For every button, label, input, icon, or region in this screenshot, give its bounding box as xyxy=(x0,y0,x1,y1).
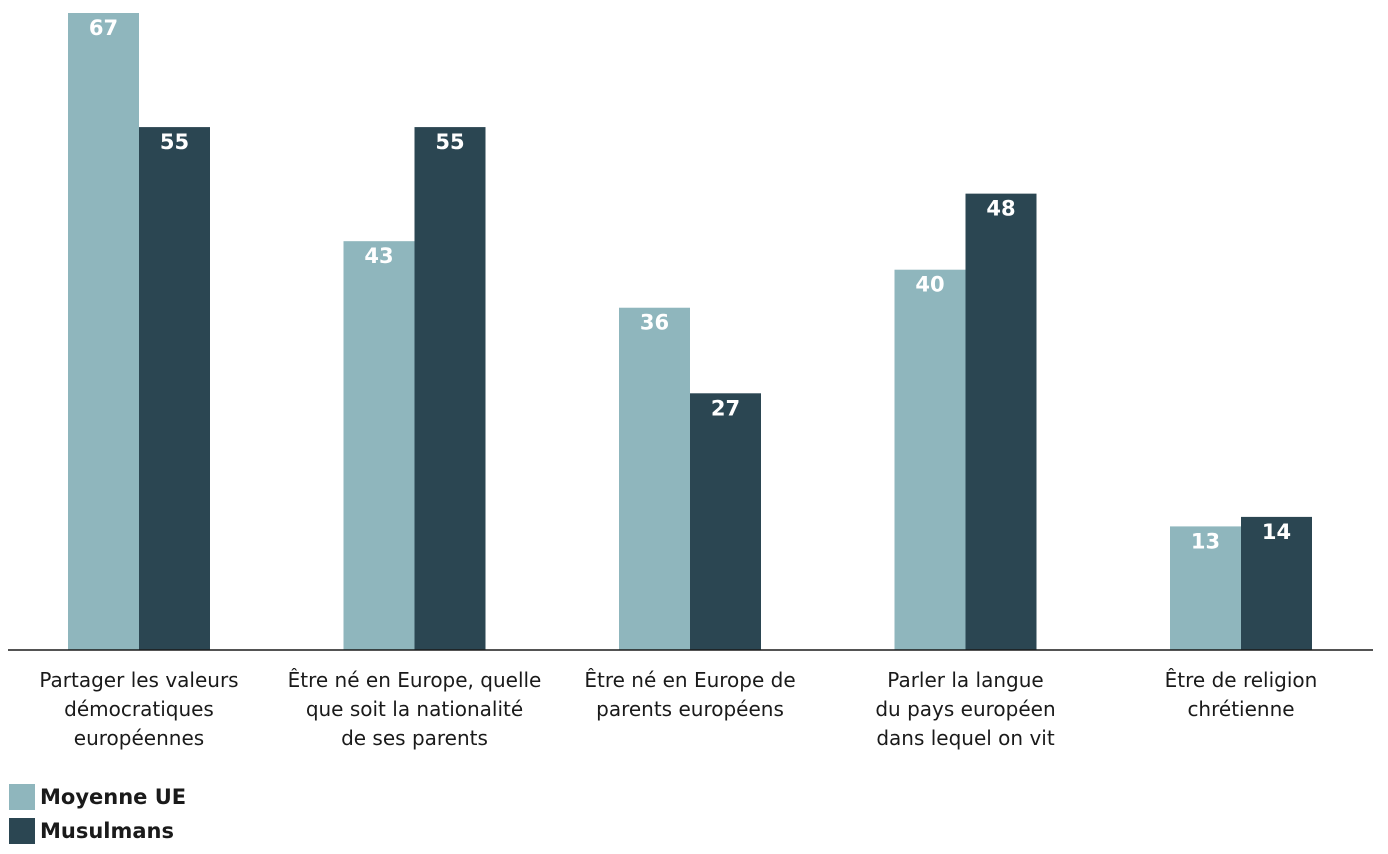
category-label-3: Parler la langue du pays européen dans leq… xyxy=(875,668,1055,750)
category-label-3-line-0: Parler la langue xyxy=(887,668,1043,692)
category-label-0-line-1: démocratiques xyxy=(64,697,214,721)
bar-musulmans-0 xyxy=(139,127,210,651)
legend-swatch-musulmans xyxy=(9,818,35,844)
category-label-2-line-1: parents européens xyxy=(596,697,784,721)
category-label-0-line-2: européennes xyxy=(74,726,204,750)
value-label-moyenne-ue-0: 67 xyxy=(89,16,118,40)
legend-label-moyenne-ue: Moyenne UE xyxy=(40,785,187,809)
value-label-musulmans-2: 27 xyxy=(711,396,740,420)
category-label-1-line-1: que soit la nationalité xyxy=(306,697,523,721)
category-label-1: Être né en Europe, quelle que soit la nat… xyxy=(288,668,542,750)
category-label-4-line-1: chrétienne xyxy=(1187,697,1294,721)
category-label-3-line-1: du pays européen xyxy=(875,697,1055,721)
category-label-1-line-2: de ses parents xyxy=(341,726,488,750)
value-label-musulmans-3: 48 xyxy=(986,197,1015,221)
category-label-3-line-2: dans lequel on vit xyxy=(876,726,1055,750)
legend-item-moyenne-ue: Moyenne UE xyxy=(9,784,186,810)
category-label-4: Être de religion chrétienne xyxy=(1165,668,1318,721)
bar-moyenne-ue-4 xyxy=(1170,526,1241,650)
legend: Moyenne UE Musulmans xyxy=(9,784,186,852)
bar-moyenne-ue-1 xyxy=(343,241,415,650)
category-label-0-line-0: Partager les valeurs xyxy=(39,668,238,692)
value-label-musulmans-0: 55 xyxy=(160,130,189,154)
bar-moyenne-ue-2 xyxy=(619,307,690,650)
category-label-0: Partager les valeurs démocratiques europée… xyxy=(39,668,238,750)
legend-item-musulmans: Musulmans xyxy=(9,818,186,844)
bar-moyenne-ue-0 xyxy=(68,13,139,650)
bar-musulmans-4 xyxy=(1241,516,1312,650)
value-label-moyenne-ue-4: 13 xyxy=(1191,529,1220,553)
bars-layer: 67 55 43 55 36 27 40 48 13 14 xyxy=(68,13,1312,651)
category-label-2-line-0: Être né en Europe de xyxy=(584,668,795,692)
legend-swatch-moyenne-ue xyxy=(9,784,35,810)
value-label-moyenne-ue-3: 40 xyxy=(915,273,944,297)
bar-musulmans-1 xyxy=(414,127,486,651)
bar-moyenne-ue-3 xyxy=(894,269,966,650)
bar-musulmans-2 xyxy=(690,393,761,650)
value-label-musulmans-4: 14 xyxy=(1262,520,1291,544)
value-label-musulmans-1: 55 xyxy=(435,130,464,154)
value-label-moyenne-ue-2: 36 xyxy=(640,311,669,335)
category-labels-layer: Partager les valeurs démocratiques europée… xyxy=(39,668,1317,750)
legend-label-musulmans: Musulmans xyxy=(40,819,174,843)
category-label-4-line-0: Être de religion xyxy=(1165,668,1318,692)
bar-musulmans-3 xyxy=(965,193,1037,650)
value-label-moyenne-ue-1: 43 xyxy=(364,244,393,268)
category-label-1-line-0: Être né en Europe, quelle xyxy=(288,668,542,692)
category-label-2: Être né en Europe de parents européens xyxy=(584,668,795,721)
